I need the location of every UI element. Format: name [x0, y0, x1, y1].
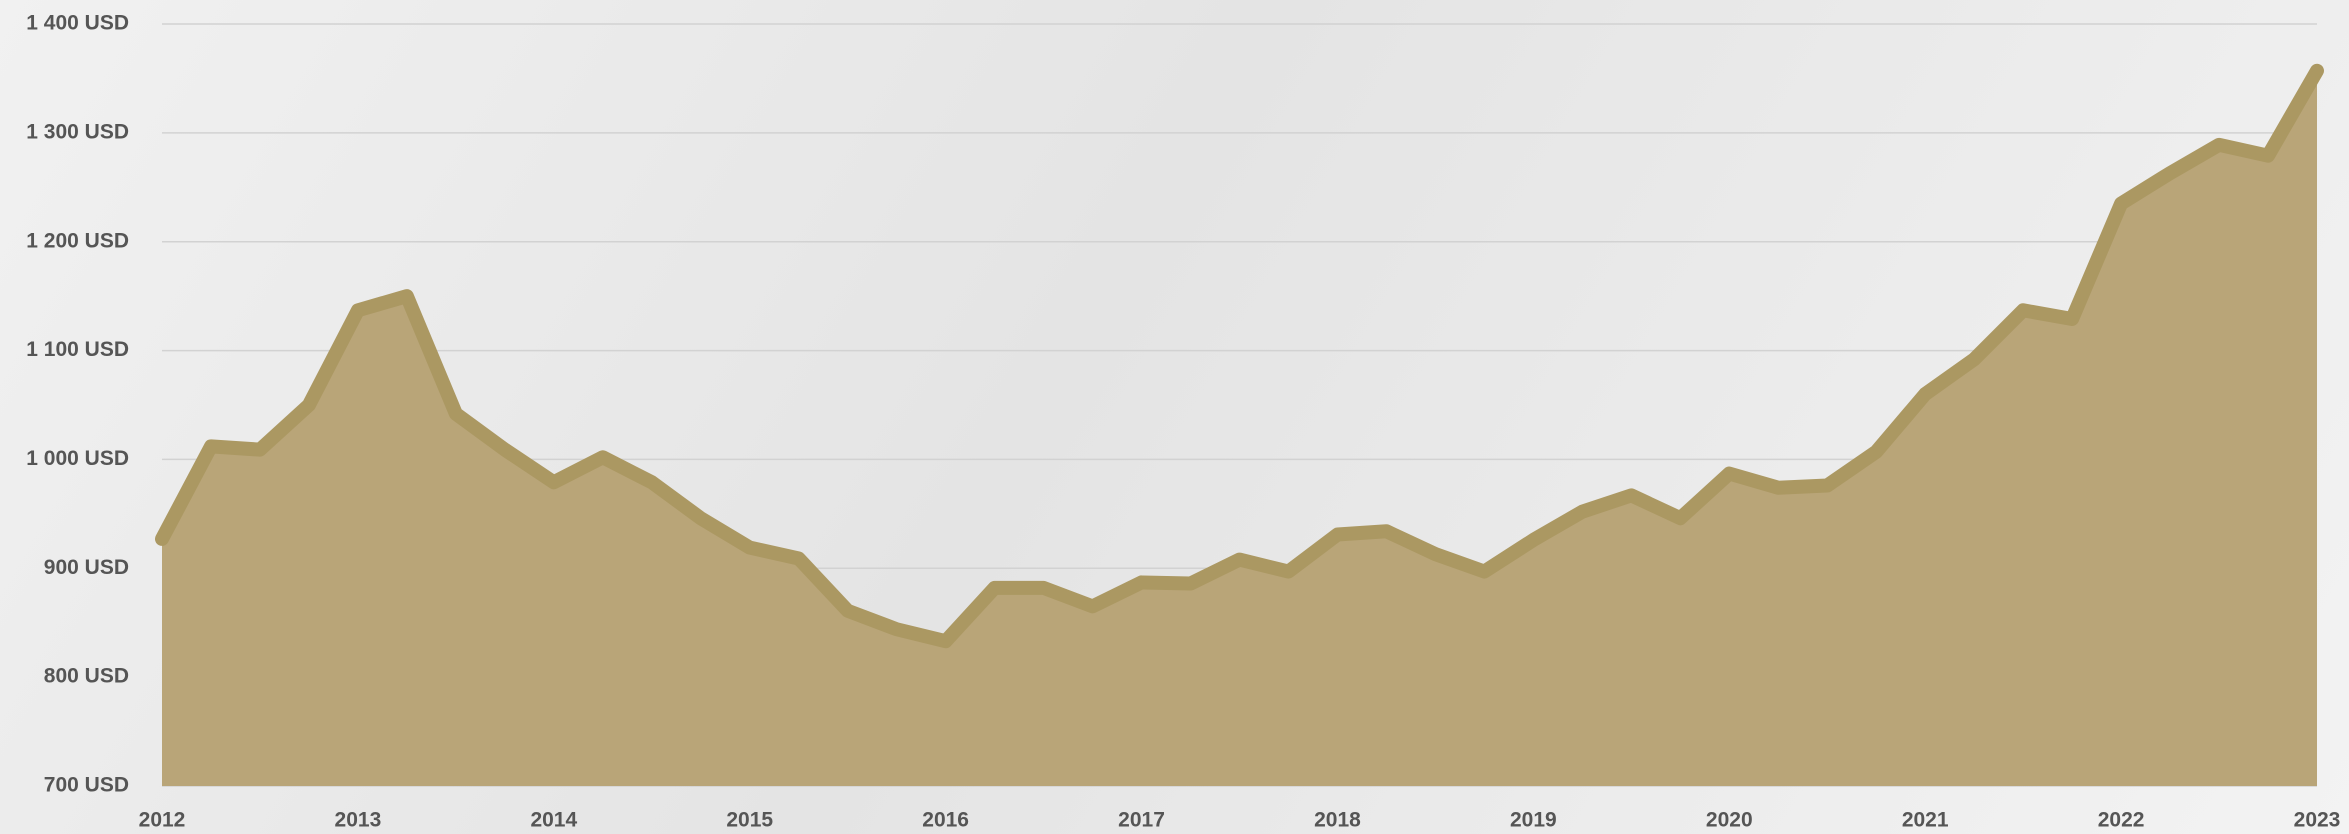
- x-tick-label: 2021: [1902, 809, 1949, 832]
- x-tick-label: 2019: [1510, 809, 1557, 832]
- y-tick-label: 700 USD: [44, 774, 129, 797]
- x-tick-label: 2017: [1118, 809, 1165, 832]
- x-tick-label: 2020: [1706, 809, 1753, 832]
- y-tick-label: 1 100 USD: [26, 338, 129, 361]
- x-tick-label: 2015: [726, 809, 773, 832]
- y-tick-label: 1 000 USD: [26, 447, 129, 470]
- chart: 700 USD 800 USD 900 USD 1 000 USD 1 100 USD 1…: [0, 0, 2349, 834]
- y-tick-label: 1 400 USD: [26, 12, 129, 35]
- x-tick-label: 2016: [922, 809, 969, 832]
- x-tick-label: 2013: [335, 809, 382, 832]
- y-tick-label: 1 200 USD: [26, 229, 129, 252]
- x-tick-label: 2018: [1314, 809, 1361, 832]
- y-tick-label: 900 USD: [44, 556, 129, 579]
- y-tick-label: 1 300 USD: [26, 120, 129, 143]
- x-tick-label: 2023: [2294, 809, 2341, 832]
- y-tick-label: 800 USD: [44, 665, 129, 688]
- x-tick-label: 2012: [139, 809, 186, 832]
- x-tick-label: 2022: [2098, 809, 2145, 832]
- x-tick-label: 2014: [530, 809, 577, 832]
